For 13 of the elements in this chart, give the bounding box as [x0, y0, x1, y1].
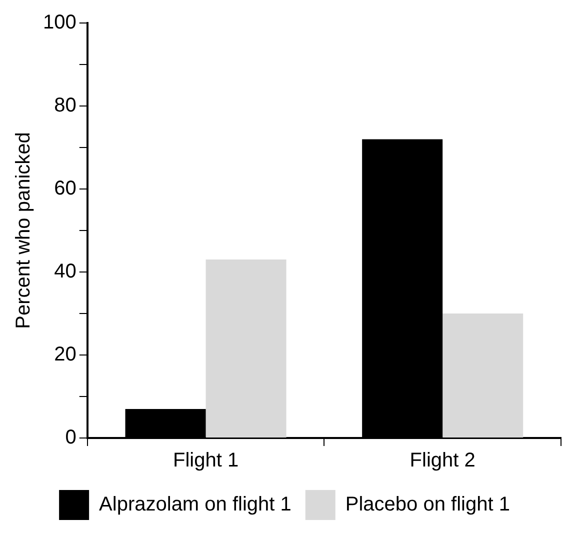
- y-tick-label: 100: [42, 12, 76, 34]
- y-tick-label: 0: [65, 426, 76, 449]
- y-axis-title: Percent who panicked: [12, 132, 35, 329]
- bar: [442, 314, 524, 438]
- y-tick-label: 60: [54, 178, 76, 200]
- x-tick-label: Flight 2: [410, 450, 476, 472]
- y-tick-label: 40: [54, 260, 76, 283]
- x-tick-label: Flight 1: [172, 450, 239, 472]
- bar: [206, 260, 286, 438]
- y-tick-label: 80: [54, 94, 76, 117]
- legend-label: Alprazolam on flight 1: [99, 494, 292, 516]
- y-tick-label: 20: [54, 344, 76, 366]
- legend-label: Placebo on flight 1: [345, 494, 510, 516]
